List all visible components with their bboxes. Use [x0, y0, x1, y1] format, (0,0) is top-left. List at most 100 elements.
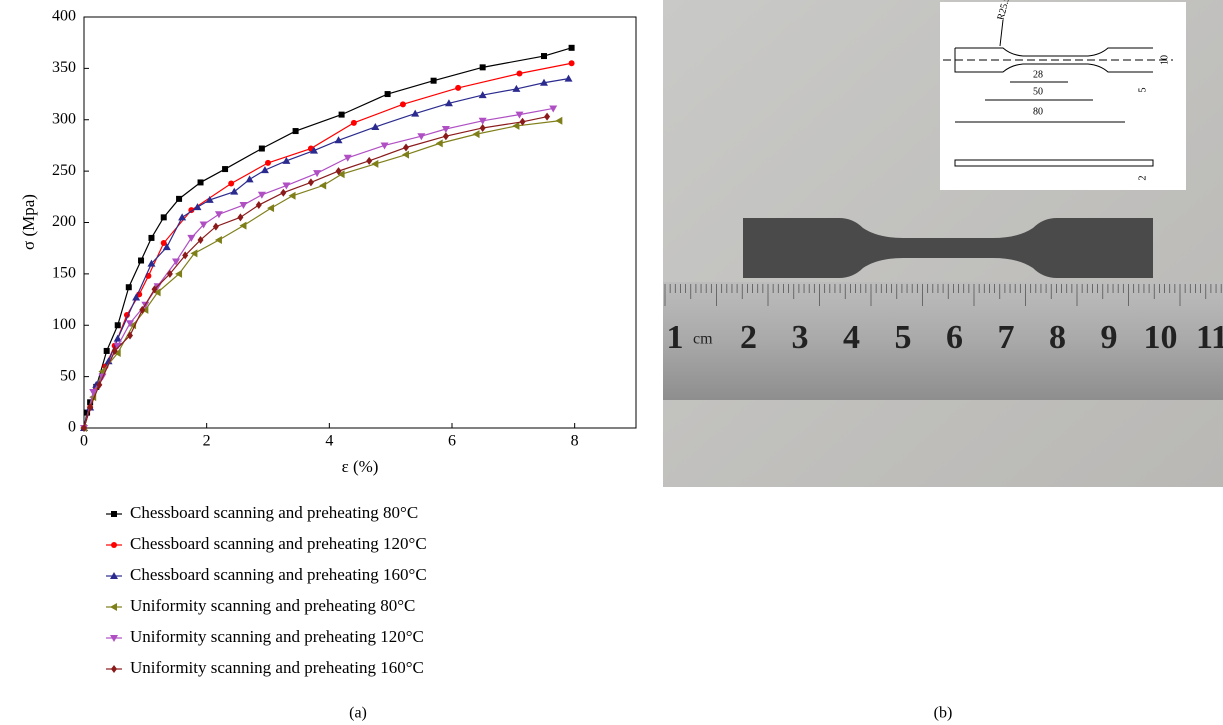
ruler-number: 5	[895, 319, 912, 356]
marker	[549, 105, 558, 113]
caption: (b)	[934, 705, 953, 722]
ruler-number: 8	[1049, 319, 1066, 356]
ruler-number: 4	[843, 319, 860, 356]
legend-label: Chessboard scanning and preheating 80°C	[130, 503, 418, 522]
marker	[113, 334, 122, 342]
x-tick-label: 6	[448, 433, 456, 450]
marker	[182, 251, 189, 260]
series	[80, 105, 558, 432]
drawing-label: 5	[1137, 88, 1148, 93]
marker	[111, 346, 118, 355]
marker	[245, 175, 254, 183]
marker	[110, 635, 118, 642]
marker	[313, 170, 322, 178]
marker	[478, 91, 487, 99]
marker	[147, 259, 156, 267]
drawing-label: 2	[1137, 176, 1148, 181]
marker	[153, 288, 161, 297]
marker	[541, 53, 547, 60]
legend-label: Uniformity scanning and preheating 160°C	[130, 658, 424, 677]
series-line	[83, 78, 569, 429]
series	[81, 44, 575, 431]
series-line	[83, 107, 554, 429]
marker	[258, 145, 265, 152]
marker	[319, 181, 327, 190]
marker	[96, 380, 103, 389]
marker	[162, 243, 171, 251]
marker	[512, 121, 520, 130]
chart: σ (Mpa) ε (%) (a) 0 2 4 6 8 0 50 100 150 200 250 30…	[19, 8, 637, 722]
marker	[178, 213, 187, 221]
marker	[399, 101, 406, 108]
series	[81, 112, 551, 432]
marker	[519, 117, 526, 126]
marker	[175, 269, 183, 278]
marker	[138, 257, 145, 264]
caption: (a)	[349, 705, 367, 722]
marker	[371, 122, 380, 130]
legend-label: Uniformity scanning and preheating 120°C	[130, 627, 424, 646]
marker	[111, 542, 117, 548]
marker	[110, 603, 117, 611]
marker	[555, 116, 563, 125]
marker	[267, 204, 275, 213]
x-tick-label: 0	[80, 433, 88, 450]
marker	[478, 117, 487, 125]
series-line	[83, 120, 560, 429]
photo-panel: R25.5 28 50 80 10 5 2 cm 1 2 3 4 5 6 7 8 9 10 11 (…	[663, 0, 1223, 722]
marker	[479, 64, 486, 71]
drawing-lines	[943, 19, 1173, 167]
ruler-number: 11	[1196, 319, 1223, 356]
marker	[516, 70, 523, 77]
marker	[307, 178, 314, 187]
series-line	[83, 116, 548, 429]
marker	[338, 111, 345, 118]
specimen	[743, 218, 1153, 278]
inset-drawing	[940, 2, 1186, 190]
x-tick-label: 2	[203, 433, 211, 450]
marker	[540, 78, 548, 86]
marker	[111, 665, 117, 673]
y-tick-label: 400	[52, 8, 76, 25]
marker	[160, 214, 167, 221]
marker	[110, 572, 118, 579]
marker	[176, 195, 183, 202]
marker	[166, 269, 173, 278]
ruler-number: 6	[946, 319, 963, 356]
marker	[113, 342, 122, 350]
marker	[255, 201, 262, 210]
marker	[197, 179, 204, 186]
marker	[187, 234, 196, 242]
marker	[472, 130, 480, 139]
marker	[127, 331, 133, 340]
marker	[222, 166, 229, 173]
marker	[114, 322, 121, 329]
ruler-number: 3	[792, 319, 809, 356]
y-tick-label: 0	[68, 419, 76, 436]
marker	[260, 166, 269, 174]
marker	[212, 222, 219, 231]
y-tick-label: 250	[52, 162, 76, 179]
marker	[111, 511, 117, 517]
marker	[515, 111, 524, 119]
marker	[151, 285, 158, 294]
marker	[441, 125, 450, 133]
marker	[380, 142, 389, 150]
marker	[237, 213, 244, 222]
marker	[280, 188, 287, 197]
marker	[350, 119, 357, 126]
legend-label: Chessboard scanning and preheating 120°C	[130, 534, 427, 553]
marker	[113, 348, 121, 357]
ruler-number: 2	[740, 319, 757, 356]
marker	[81, 424, 87, 432]
marker	[148, 234, 155, 241]
y-tick-label: 350	[52, 59, 76, 76]
series	[80, 74, 573, 431]
series	[80, 116, 563, 432]
ruler-unit: cm	[693, 331, 713, 348]
marker	[512, 84, 521, 92]
marker	[132, 293, 141, 301]
x-axis-label: ε (%)	[342, 457, 379, 476]
marker	[292, 128, 299, 135]
